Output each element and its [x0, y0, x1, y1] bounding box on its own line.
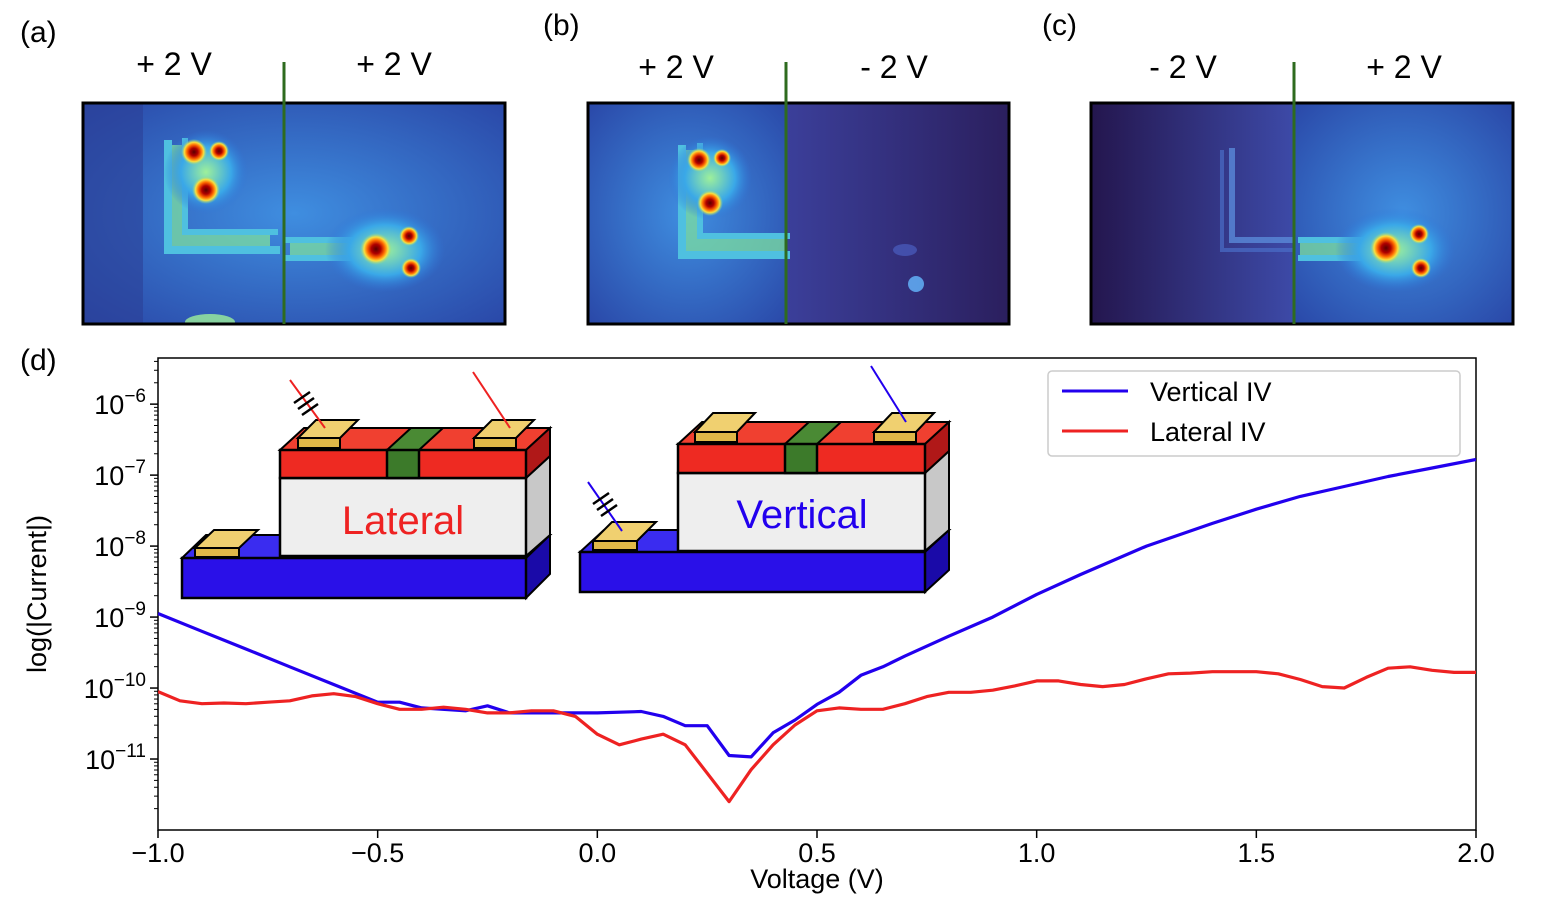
vertical-bottom-contact: [592, 540, 638, 551]
y-axis: 10−6 10−7 10−8 10−9 10−10 10−11: [84, 360, 158, 810]
x-axis-label: Voltage (V): [750, 864, 884, 894]
lateral-substrate: [180, 556, 528, 600]
vertical-probe-bottom: [587, 481, 623, 532]
vertical-label: Vertical: [736, 493, 867, 537]
lateral-ground-symbol: [293, 390, 319, 417]
panel-b-label: (b): [543, 9, 580, 42]
panel-c: (c) - 2 V + 2 V: [1042, 9, 1515, 326]
x-tick-label-4: 1.0: [1018, 838, 1056, 868]
series-line-vertical-iv: [158, 457, 1476, 759]
vertical-contact-left: [694, 431, 738, 443]
y-tick-label-4: 10−10: [84, 670, 146, 704]
vertical-probe-top: [870, 365, 907, 423]
legend-label-lateral: Lateral IV: [1150, 417, 1266, 447]
panel-a: (a) + 2 V + 2 V: [20, 16, 507, 326]
iv-chart: −1.0 −0.5 0.0 0.5 1.0 1.5 2.0 10−6 10−7 10−8 10−9…: [22, 357, 1495, 894]
y-axis-label: log(|Current|): [22, 515, 52, 673]
panel-c-frame: [1089, 101, 1515, 326]
vertical-contact-right: [873, 431, 917, 443]
y-tick-label-5: 10−11: [85, 741, 146, 775]
panel-a-right-voltage: + 2 V: [356, 46, 432, 82]
lateral-schematic: Lateral: [179, 371, 553, 601]
y-tick-label-1: 10−7: [94, 457, 146, 491]
panel-a-frame: [81, 101, 507, 326]
x-axis: −1.0 −0.5 0.0 0.5 1.0 1.5 2.0: [131, 830, 1495, 868]
legend-box: [1047, 370, 1461, 457]
vertical-schematic: Vertical: [577, 365, 952, 595]
series-layer: [158, 457, 1476, 804]
panel-b-image: [588, 103, 1009, 324]
lateral-label: Lateral: [342, 499, 464, 543]
x-tick-label-6: 2.0: [1457, 838, 1495, 868]
panel-b-left-voltage: + 2 V: [638, 49, 714, 85]
lateral-gate: [385, 448, 421, 480]
x-tick-label-2: 0.0: [579, 838, 617, 868]
lateral-bottom-contact: [194, 547, 240, 558]
vertical-body: [676, 471, 927, 553]
series-line-lateral-iv: [158, 665, 1476, 804]
lateral-probe-right: [472, 371, 511, 429]
panel-c-image: [1091, 103, 1513, 324]
lateral-body: [278, 476, 528, 558]
vertical-ground-symbol: [592, 491, 618, 518]
y-tick-label-2: 10−8: [94, 528, 146, 562]
legend-label-vertical: Vertical IV: [1150, 377, 1272, 407]
lateral-contact-right: [473, 437, 517, 449]
x-tick-label-0: −1.0: [131, 838, 184, 868]
lateral-probe-left: [289, 379, 326, 429]
y-tick-label-3: 10−9: [94, 599, 146, 633]
panel-b-right-voltage: - 2 V: [860, 49, 928, 85]
panel-b: (b) + 2 V - 2 V: [543, 9, 1011, 326]
panel-c-left-voltage: - 2 V: [1149, 49, 1217, 85]
panel-a-left-voltage: + 2 V: [136, 46, 212, 82]
panel-c-label: (c): [1042, 9, 1077, 42]
x-tick-label-3: 0.5: [798, 838, 836, 868]
lateral-contact-left: [297, 437, 341, 449]
panel-a-label: (a): [20, 16, 57, 49]
vertical-gate: [783, 442, 819, 475]
panel-d-label: (d): [20, 344, 57, 377]
y-tick-label-0: 10−6: [94, 386, 146, 420]
x-tick-label-5: 1.5: [1238, 838, 1276, 868]
legend: Vertical IV Lateral IV: [1047, 370, 1461, 457]
vertical-substrate: [578, 550, 927, 594]
panel-b-frame: [586, 101, 1011, 326]
panel-c-right-voltage: + 2 V: [1366, 49, 1442, 85]
panel-a-image: [83, 103, 505, 324]
x-tick-label-1: −0.5: [351, 838, 404, 868]
